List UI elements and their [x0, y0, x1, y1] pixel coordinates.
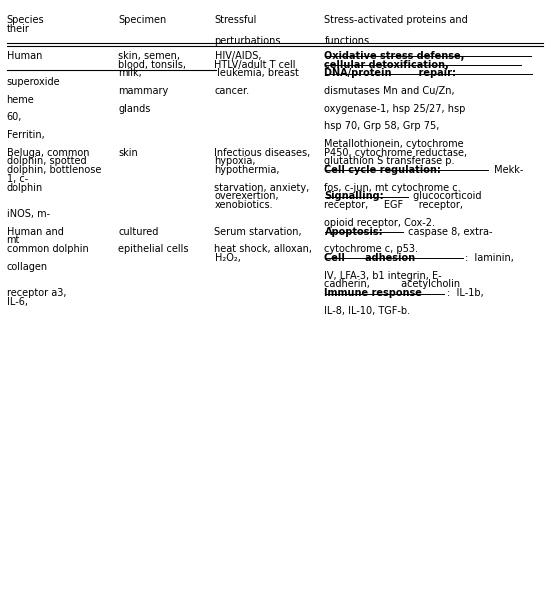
Text: hypothermia,: hypothermia,	[214, 165, 280, 175]
Text: Oxidative stress defense,: Oxidative stress defense,	[324, 51, 465, 61]
Text: cellular detoxification,: cellular detoxification,	[324, 59, 449, 69]
Text: P450, cytochrome reductase,: P450, cytochrome reductase,	[324, 147, 468, 157]
Text: HIV/AIDS,: HIV/AIDS,	[214, 51, 261, 61]
Text: Cell cycle regulation:: Cell cycle regulation:	[324, 165, 441, 175]
Text: Serum starvation,: Serum starvation,	[214, 227, 302, 236]
Text: dolphin, bottlenose: dolphin, bottlenose	[7, 165, 101, 175]
Text: perturbations: perturbations	[214, 36, 281, 46]
Text: heat shock, alloxan,: heat shock, alloxan,	[214, 244, 312, 254]
Text: starvation, anxiety,: starvation, anxiety,	[214, 183, 310, 192]
Text: Human: Human	[7, 51, 42, 61]
Text: cadherin,          acetylcholin: cadherin, acetylcholin	[324, 279, 461, 289]
Text: opioid receptor, Cox-2.: opioid receptor, Cox-2.	[324, 218, 436, 228]
Text: Beluga, common: Beluga, common	[7, 147, 89, 157]
Text: skin, semen,: skin, semen,	[118, 51, 180, 61]
Text: xenobiotics.: xenobiotics.	[214, 200, 273, 210]
Text: Species: Species	[7, 15, 44, 25]
Text: cytochrome c, p53.: cytochrome c, p53.	[324, 244, 419, 254]
Text: Signalling:: Signalling:	[324, 191, 384, 201]
Text: leukemia, breast: leukemia, breast	[214, 68, 299, 78]
Text: hypoxia,: hypoxia,	[214, 156, 256, 166]
Text: cancer.: cancer.	[214, 86, 250, 96]
Text: dolphin: dolphin	[7, 183, 43, 192]
Text: blood, tonsils,: blood, tonsils,	[118, 59, 186, 69]
Text: dolphin, spotted: dolphin, spotted	[7, 156, 86, 166]
Text: Stressful: Stressful	[214, 15, 257, 25]
Text: Stress-activated proteins and: Stress-activated proteins and	[324, 15, 468, 25]
Text: fos, c-jun, mt cytochrome c.: fos, c-jun, mt cytochrome c.	[324, 183, 461, 192]
Text: Specimen: Specimen	[118, 15, 167, 25]
Text: IL-6,: IL-6,	[7, 297, 28, 307]
Text: hsp 70, Grp 58, Grp 75,: hsp 70, Grp 58, Grp 75,	[324, 121, 440, 131]
Text: Ferritin,: Ferritin,	[7, 130, 45, 140]
Text: IL-8, IL-10, TGF-b.: IL-8, IL-10, TGF-b.	[324, 306, 411, 316]
Text: glucocorticoid: glucocorticoid	[410, 191, 481, 201]
Text: superoxide: superoxide	[7, 77, 60, 87]
Text: caspase 8, extra-: caspase 8, extra-	[405, 227, 492, 236]
Text: Infectious diseases,: Infectious diseases,	[214, 147, 311, 157]
Text: 1, c-: 1, c-	[7, 174, 28, 184]
Text: skin: skin	[118, 147, 138, 157]
Text: their: their	[7, 24, 30, 34]
Text: mt: mt	[7, 235, 20, 245]
Text: dismutases Mn and Cu/Zn,: dismutases Mn and Cu/Zn,	[324, 86, 455, 96]
Text: H₂O₂,: H₂O₂,	[214, 253, 240, 263]
Text: iNOS, m-: iNOS, m-	[7, 209, 50, 219]
Text: Apoptosis:: Apoptosis:	[324, 227, 383, 236]
Text: Metallothionein, cytochrome: Metallothionein, cytochrome	[324, 139, 464, 148]
Text: common dolphin: common dolphin	[7, 244, 89, 254]
Text: Immune response: Immune response	[324, 288, 422, 298]
Text: DNA/protein        repair:: DNA/protein repair:	[324, 68, 456, 78]
Text: 60,: 60,	[7, 112, 22, 122]
Text: overexertion,: overexertion,	[214, 191, 279, 201]
Text: :  laminin,: : laminin,	[465, 253, 514, 263]
Text: Mekk-: Mekk-	[491, 165, 523, 175]
Text: milk,: milk,	[118, 68, 142, 78]
Text: epithelial cells: epithelial cells	[118, 244, 189, 254]
Text: IV, LFA-3, b1 integrin, E-: IV, LFA-3, b1 integrin, E-	[324, 271, 442, 280]
Text: Cell      adhesion: Cell adhesion	[324, 253, 416, 263]
Text: receptor,     EGF     receptor,: receptor, EGF receptor,	[324, 200, 464, 210]
Text: glutathion S transferase p.: glutathion S transferase p.	[324, 156, 455, 166]
Text: :  IL-1b,: : IL-1b,	[447, 288, 483, 298]
Text: mammary: mammary	[118, 86, 168, 96]
Text: Human and: Human and	[7, 227, 63, 236]
Text: receptor a3,: receptor a3,	[7, 288, 66, 298]
Text: cultured: cultured	[118, 227, 158, 236]
Text: heme: heme	[7, 95, 34, 105]
Text: oxygenase-1, hsp 25/27, hsp: oxygenase-1, hsp 25/27, hsp	[324, 103, 466, 113]
Text: HTLV/adult T cell: HTLV/adult T cell	[214, 59, 296, 69]
Text: functions: functions	[324, 36, 370, 46]
Text: glands: glands	[118, 103, 151, 113]
Text: collagen: collagen	[7, 262, 48, 272]
